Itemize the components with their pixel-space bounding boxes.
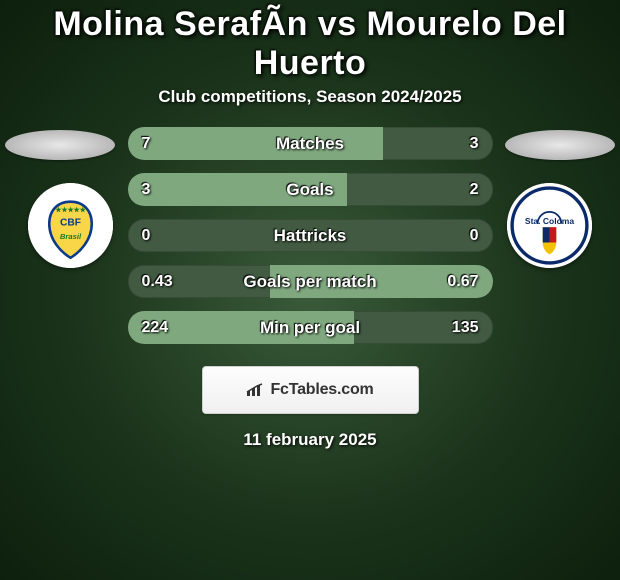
stat-row: 0.43 Goals per match 0.67	[128, 265, 493, 298]
club-badge-left: ★★★★★ CBF Brasil	[28, 183, 113, 268]
stat-label: Matches	[128, 127, 493, 160]
stat-value-right: 0.67	[447, 265, 478, 298]
brand-label: FcTables.com	[270, 381, 373, 399]
page-subtitle: Club competitions, Season 2024/2025	[0, 87, 620, 107]
stat-row: 224 Min per goal 135	[128, 311, 493, 344]
santa-coloma-icon: Sta. Coloma	[507, 183, 592, 268]
stat-label: Goals per match	[128, 265, 493, 298]
stat-row: 7 Matches 3	[128, 127, 493, 160]
stat-label: Goals	[128, 173, 493, 206]
footer-date: 11 february 2025	[0, 430, 620, 450]
svg-text:Sta. Coloma: Sta. Coloma	[525, 216, 574, 226]
svg-text:★★★★★: ★★★★★	[55, 206, 86, 214]
page-title: Molina SerafÃ­n vs Mourelo Del Huerto	[0, 5, 620, 83]
decorative-ellipse-right	[505, 130, 615, 160]
stat-row: 0 Hattricks 0	[128, 219, 493, 252]
svg-text:CBF: CBF	[60, 218, 81, 229]
brand-text: FcTables.com	[246, 381, 373, 399]
stat-label: Hattricks	[128, 219, 493, 252]
decorative-ellipse-left	[5, 130, 115, 160]
comparison-card: Molina SerafÃ­n vs Mourelo Del Huerto Cl…	[0, 5, 620, 580]
bar-chart-icon	[246, 383, 266, 397]
stat-value-right: 0	[470, 219, 479, 252]
stat-row: 3 Goals 2	[128, 173, 493, 206]
club-badge-right: Sta. Coloma	[507, 183, 592, 268]
svg-text:Brasil: Brasil	[60, 232, 82, 241]
stat-value-right: 3	[470, 127, 479, 160]
brazil-cbf-icon: ★★★★★ CBF Brasil	[28, 183, 113, 268]
stat-value-right: 135	[452, 311, 479, 344]
stat-label: Min per goal	[128, 311, 493, 344]
stat-value-right: 2	[470, 173, 479, 206]
brand-box: FcTables.com	[202, 366, 419, 414]
